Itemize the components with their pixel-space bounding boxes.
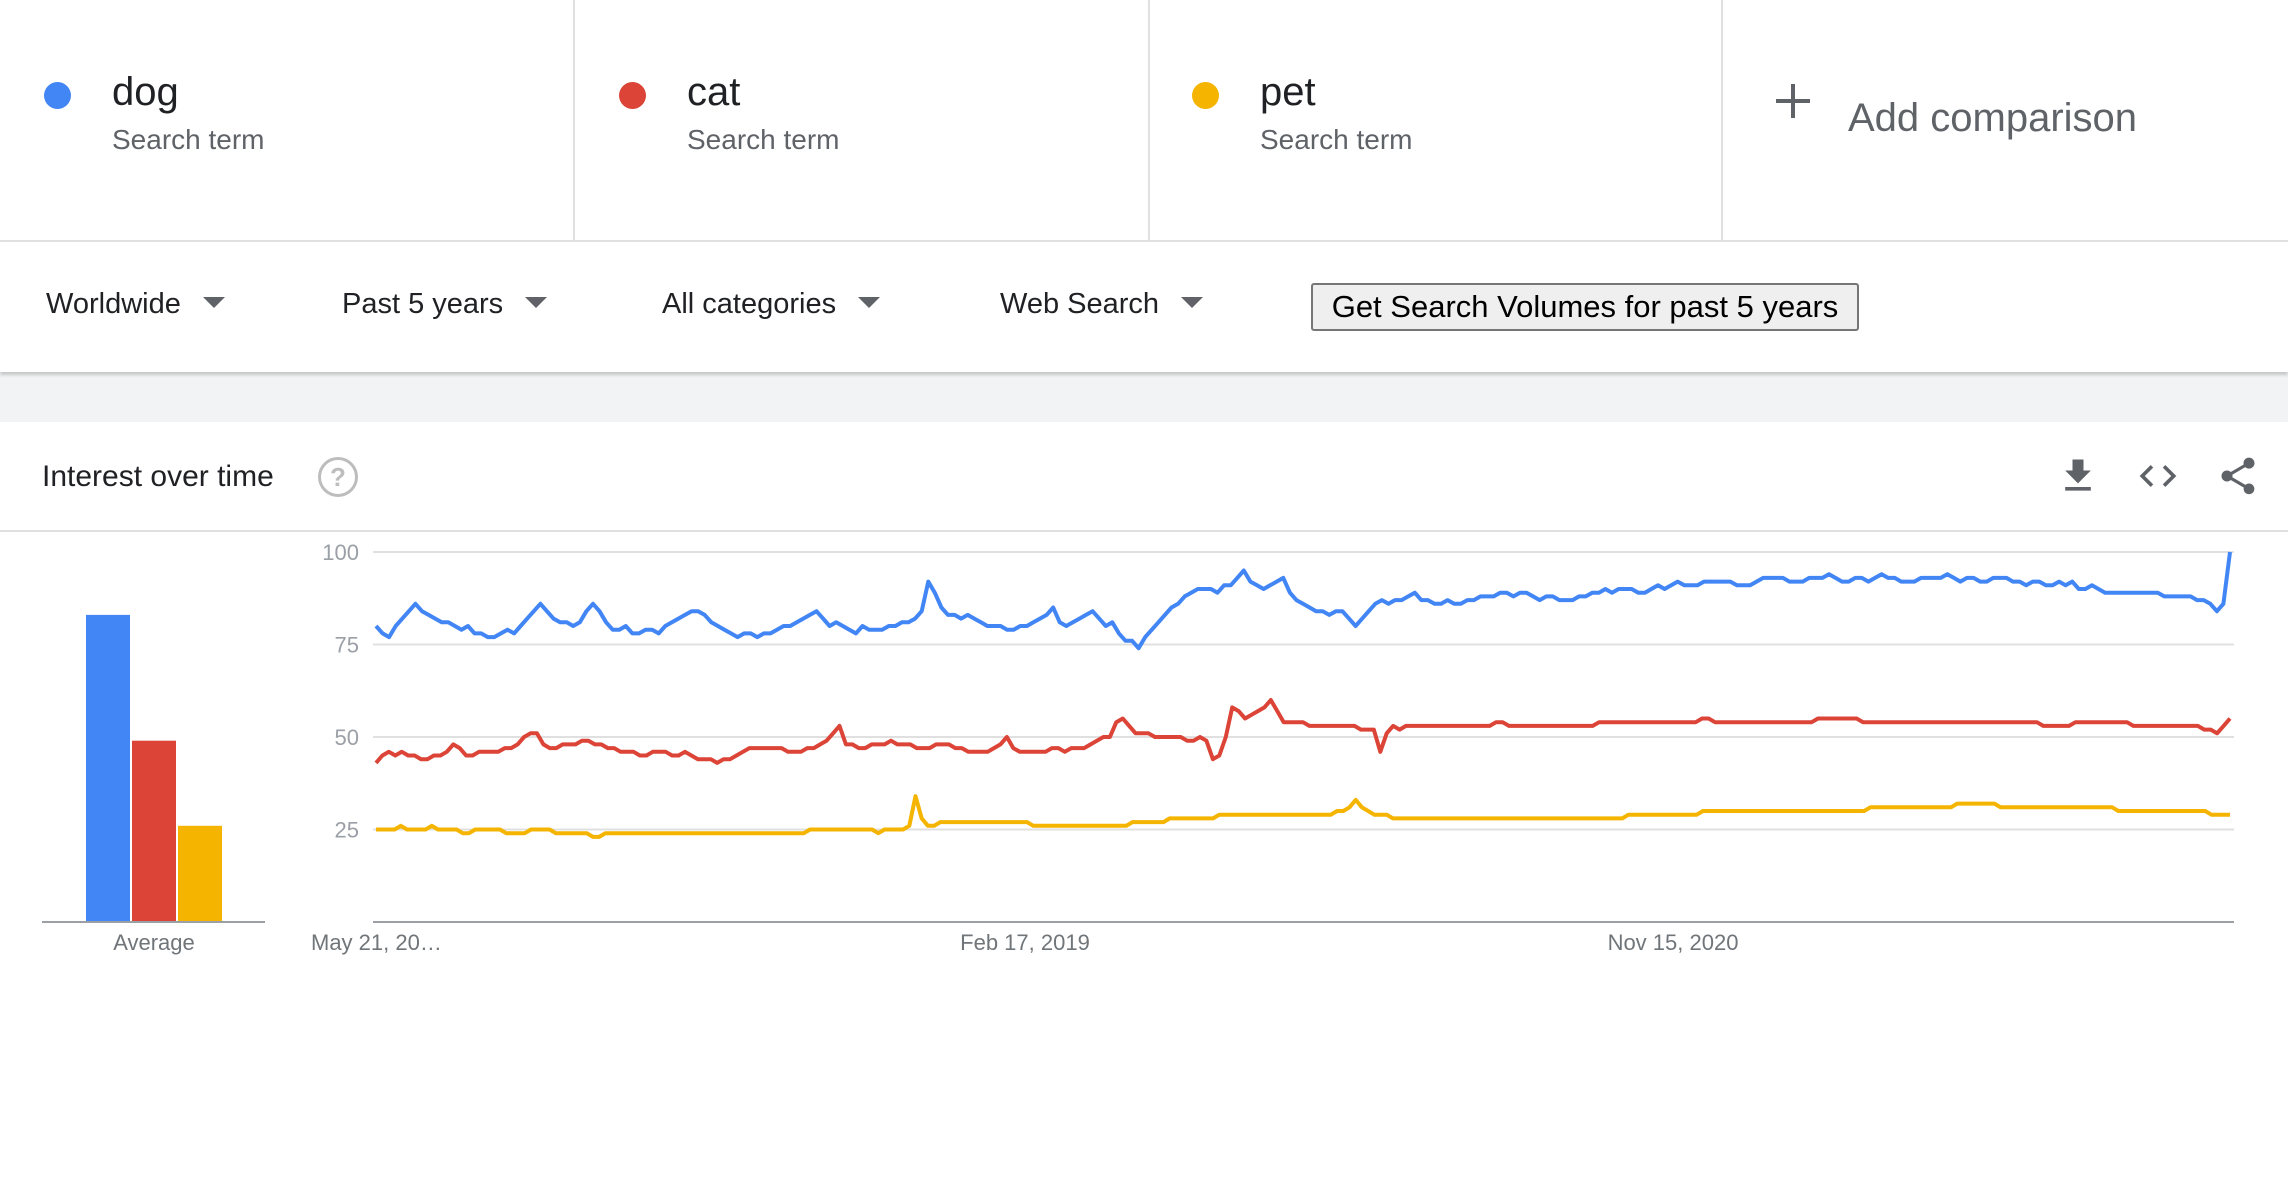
filters-bar: Worldwide Past 5 years All categories We… bbox=[0, 244, 2288, 372]
search-type-value: Web Search bbox=[1000, 288, 1160, 320]
category-dropdown[interactable]: All categories bbox=[662, 288, 881, 328]
x-tick-label: May 21, 20… bbox=[311, 930, 442, 955]
category-value: All categories bbox=[662, 288, 837, 320]
share-icon[interactable] bbox=[2216, 454, 2260, 498]
term-type: Search term bbox=[112, 124, 265, 155]
y-gridlines: 100 75 50 25 bbox=[322, 540, 2234, 843]
region-value: Worldwide bbox=[46, 288, 181, 320]
series-line-cat[interactable] bbox=[374, 698, 2232, 765]
average-bar-pet[interactable] bbox=[178, 825, 222, 922]
search-type-dropdown[interactable]: Web Search bbox=[1000, 288, 1204, 328]
term-type: Search term bbox=[1260, 124, 1413, 155]
caret-down-icon bbox=[1181, 296, 1204, 308]
average-bar-cat[interactable] bbox=[132, 740, 176, 922]
term-name[interactable]: dog bbox=[112, 70, 179, 114]
y-tick-label: 50 bbox=[335, 725, 359, 750]
y-tick-label: 100 bbox=[322, 540, 359, 565]
section-gap bbox=[0, 372, 2288, 422]
card-header: Interest over time ? bbox=[0, 422, 2288, 532]
series-lines bbox=[374, 551, 2232, 839]
x-tick-label: Feb 17, 2019 bbox=[960, 930, 1090, 955]
term-color-dot bbox=[619, 82, 646, 109]
y-tick-label: 25 bbox=[335, 818, 359, 843]
y-tick-label: 75 bbox=[335, 633, 359, 658]
term-color-dot bbox=[1192, 82, 1219, 109]
add-comparison-label: Add comparison bbox=[1848, 96, 2138, 140]
caret-down-icon bbox=[858, 296, 881, 308]
interest-over-time-chart: Average 100 75 50 25 May 21, 20… Feb 17, 20… bbox=[42, 540, 2234, 955]
caret-down-icon bbox=[202, 296, 225, 308]
series-line-pet[interactable] bbox=[376, 794, 2230, 839]
plus-icon bbox=[1776, 84, 1810, 118]
region-dropdown[interactable]: Worldwide bbox=[46, 288, 225, 328]
average-bars bbox=[86, 614, 222, 922]
card-title: Interest over time bbox=[42, 460, 274, 493]
caret-down-icon bbox=[525, 296, 548, 308]
average-bar-dog[interactable] bbox=[86, 614, 130, 922]
time-range-value: Past 5 years bbox=[342, 288, 504, 320]
download-icon[interactable] bbox=[2056, 454, 2100, 498]
get-search-volumes-button[interactable]: Get Search Volumes for past 5 years bbox=[1311, 283, 1859, 331]
series-line-dog[interactable] bbox=[374, 551, 2232, 651]
term-type: Search term bbox=[687, 124, 840, 155]
help-circle-icon[interactable]: ? bbox=[318, 457, 358, 497]
embed-code-icon[interactable] bbox=[2136, 454, 2180, 498]
search-terms-bar: dog Search term cat Search term pet Sear… bbox=[0, 0, 2288, 242]
term-card-pet[interactable]: pet Search term bbox=[1148, 0, 1723, 242]
term-name[interactable]: cat bbox=[687, 70, 741, 114]
term-card-dog[interactable]: dog Search term bbox=[0, 0, 575, 242]
add-comparison-button[interactable]: Add comparison bbox=[1720, 0, 2288, 242]
x-tick-label: Nov 15, 2020 bbox=[1608, 930, 1739, 955]
interest-over-time-card: Interest over time ? Average 100 75 50 25 M… bbox=[0, 422, 2288, 1194]
term-card-cat[interactable]: cat Search term bbox=[575, 0, 1150, 242]
term-name[interactable]: pet bbox=[1260, 70, 1316, 114]
average-label: Average bbox=[113, 930, 195, 955]
term-color-dot bbox=[44, 82, 71, 109]
time-range-dropdown[interactable]: Past 5 years bbox=[342, 288, 548, 328]
